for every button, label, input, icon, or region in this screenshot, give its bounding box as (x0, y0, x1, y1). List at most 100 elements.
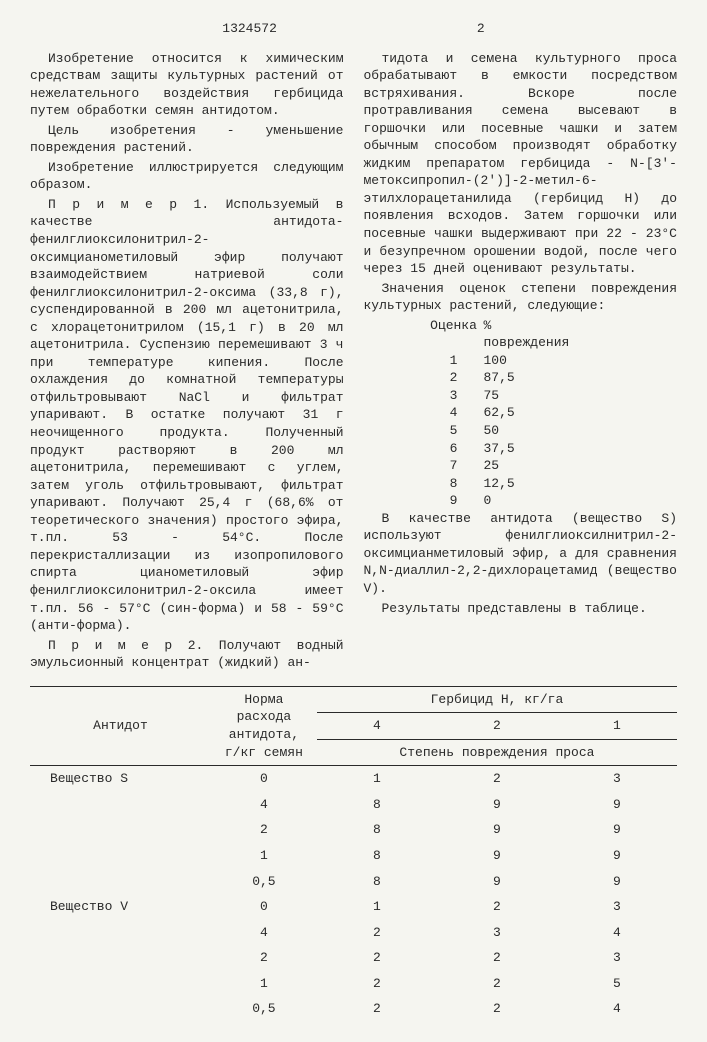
rating-pct: 75 (484, 387, 564, 405)
th-dose-1: 1 (557, 713, 677, 740)
cell-v2: 2 (437, 996, 557, 1022)
column-left: Изобретение относится к химическим средс… (30, 50, 344, 674)
rating-score: 7 (424, 457, 484, 475)
cell-v3: 4 (557, 920, 677, 946)
rating-score: 3 (424, 387, 484, 405)
cell-rate: 0 (211, 894, 317, 920)
table-row: Вещество V0123 (30, 894, 677, 920)
page-header: 1324572 2 (30, 20, 677, 38)
cell-rate: 0,5 (211, 996, 317, 1022)
rating-pct: 50 (484, 422, 564, 440)
cell-v2: 2 (437, 894, 557, 920)
para: Изобретение иллюстрируется следующим обр… (30, 159, 344, 194)
cell-v3: 4 (557, 996, 677, 1022)
cell-antidote (30, 945, 211, 971)
rating-score: 8 (424, 475, 484, 493)
cell-rate: 0,5 (211, 869, 317, 895)
cell-v1: 8 (317, 869, 437, 895)
cell-antidote (30, 792, 211, 818)
rating-row: 725 (364, 457, 678, 475)
rating-row: 375 (364, 387, 678, 405)
cell-v1: 2 (317, 945, 437, 971)
cell-v3: 9 (557, 843, 677, 869)
rating-row: 1100 (364, 352, 678, 370)
column-right: тидота и семена культурного проса обраба… (364, 50, 678, 674)
para: Цель изобретения - уменьшение повреждени… (30, 122, 344, 157)
cell-v3: 9 (557, 817, 677, 843)
cell-antidote (30, 817, 211, 843)
th-dose-2: 2 (437, 713, 557, 740)
doc-number: 1324572 (222, 20, 277, 38)
cell-v2: 2 (437, 945, 557, 971)
para: Изобретение относится к химическим средс… (30, 50, 344, 120)
para-example-2: П р и м е р 2. Получают водный эмульсион… (30, 637, 344, 672)
para-example-1: П р и м е р 1. Используемый в качестве а… (30, 196, 344, 635)
rating-score: 9 (424, 492, 484, 510)
cell-v1: 2 (317, 996, 437, 1022)
cell-rate: 4 (211, 920, 317, 946)
cell-v1: 1 (317, 894, 437, 920)
cell-v3: 3 (557, 766, 677, 792)
rating-col-1: Оценка (424, 317, 484, 352)
rating-pct: 62,5 (484, 404, 564, 422)
table-row: 1899 (30, 843, 677, 869)
rating-pct: 87,5 (484, 369, 564, 387)
cell-v2: 9 (437, 843, 557, 869)
para: В качестве антидота (вещество S) использ… (364, 510, 678, 598)
results-table: Антидот Норма расхода антидота, г/кг сем… (30, 686, 677, 1022)
cell-rate: 1 (211, 971, 317, 997)
rating-score: 1 (424, 352, 484, 370)
rating-col-2: % повреждения (484, 317, 564, 352)
rating-score: 4 (424, 404, 484, 422)
cell-v3: 9 (557, 869, 677, 895)
cell-antidote: Вещество S (30, 766, 211, 792)
table-row: 2223 (30, 945, 677, 971)
cell-rate: 0 (211, 766, 317, 792)
cell-v1: 2 (317, 920, 437, 946)
th-herbicide: Гербицид Н, кг/га (317, 686, 677, 713)
rating-row: 550 (364, 422, 678, 440)
text-columns: Изобретение относится к химическим средс… (30, 50, 677, 674)
para: Результаты представлены в таблице. (364, 600, 678, 618)
results-body: Вещество S01234899289918990,5899Вещество… (30, 766, 677, 1022)
rating-header: Оценка % повреждения (364, 317, 678, 352)
cell-v1: 2 (317, 971, 437, 997)
cell-v2: 2 (437, 971, 557, 997)
table-row: Вещество S0123 (30, 766, 677, 792)
cell-rate: 1 (211, 843, 317, 869)
ratings-list: 1100287,5375462,5550637,5725812,590 (364, 352, 678, 510)
cell-antidote (30, 996, 211, 1022)
cell-v1: 8 (317, 792, 437, 818)
th-antidote: Антидот (30, 686, 211, 766)
cell-v2: 9 (437, 817, 557, 843)
table-row: 0,5899 (30, 869, 677, 895)
cell-v2: 9 (437, 792, 557, 818)
th-dose-4: 4 (317, 713, 437, 740)
table-row: 0,5224 (30, 996, 677, 1022)
rating-score: 5 (424, 422, 484, 440)
rating-score: 2 (424, 369, 484, 387)
cell-v2: 3 (437, 920, 557, 946)
table-row: 2899 (30, 817, 677, 843)
cell-v3: 5 (557, 971, 677, 997)
cell-v3: 9 (557, 792, 677, 818)
rating-row: 812,5 (364, 475, 678, 493)
cell-rate: 2 (211, 817, 317, 843)
rating-pct: 100 (484, 352, 564, 370)
th-rate: Норма расхода антидота, г/кг семян (211, 686, 317, 766)
cell-antidote (30, 971, 211, 997)
rating-row: 637,5 (364, 440, 678, 458)
rating-row: 462,5 (364, 404, 678, 422)
table-row: 4899 (30, 792, 677, 818)
cell-antidote (30, 843, 211, 869)
rating-row: 287,5 (364, 369, 678, 387)
th-damage: Степень повреждения проса (317, 739, 677, 766)
rating-pct: 37,5 (484, 440, 564, 458)
cell-v2: 2 (437, 766, 557, 792)
rating-row: 90 (364, 492, 678, 510)
cell-v1: 1 (317, 766, 437, 792)
cell-v1: 8 (317, 843, 437, 869)
page-number: 2 (477, 20, 485, 38)
rating-pct: 12,5 (484, 475, 564, 493)
para: тидота и семена культурного проса обраба… (364, 50, 678, 278)
